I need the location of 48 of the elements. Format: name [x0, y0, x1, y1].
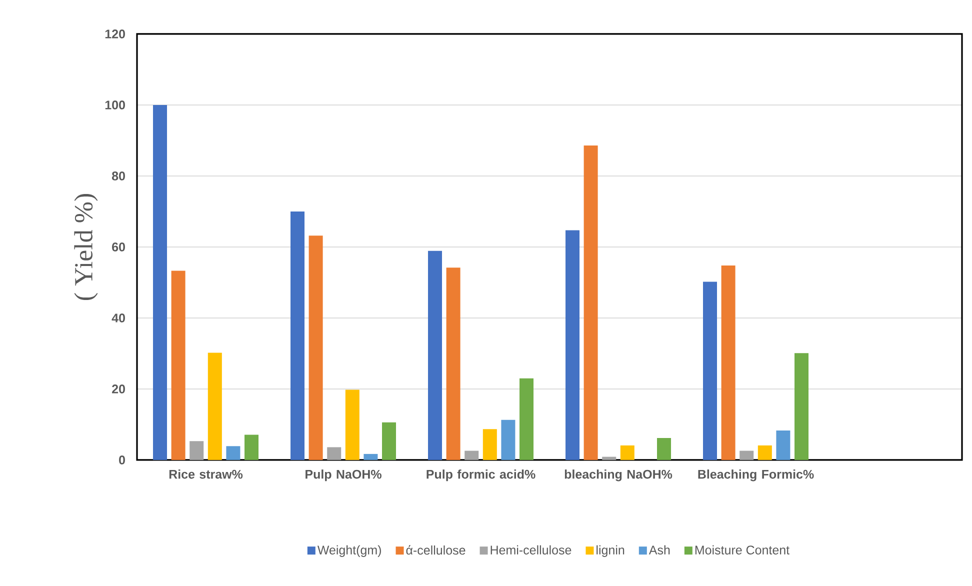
bar: [327, 447, 342, 460]
bar: [153, 104, 168, 460]
bar: [620, 445, 634, 460]
bar: [721, 265, 736, 460]
legend-label: Ash: [648, 545, 670, 554]
x-tick-label: Bleaching Formic%: [698, 470, 814, 482]
bar: [758, 445, 772, 460]
x-tick-label: Pulp NaOH%: [306, 470, 382, 482]
y-tick-label: 0: [119, 456, 125, 464]
x-tick-label: Pulp formic acid%: [426, 470, 536, 482]
legend-label: Hemi-cellulose: [490, 545, 572, 554]
bar: [657, 438, 672, 460]
bar: [428, 250, 442, 460]
y-tick-label: 80: [112, 172, 125, 180]
bar: [602, 456, 616, 460]
bar: [520, 378, 534, 460]
bar: [446, 268, 460, 460]
bar: [566, 230, 580, 460]
bar: [244, 434, 259, 460]
y-tick-label: 40: [112, 314, 125, 322]
y-axis-title: ( Yield %): [74, 194, 98, 300]
legend-label: Weight(gm): [317, 545, 381, 557]
bar: [290, 211, 305, 460]
bar: [345, 390, 360, 460]
bar: [776, 430, 790, 460]
bar: [501, 420, 516, 460]
bar: [364, 454, 378, 460]
legend-label: lignin: [596, 545, 624, 557]
bar: [308, 236, 323, 460]
bar: [226, 446, 240, 460]
x-tick-label: bleaching NaOH%: [564, 470, 672, 482]
bar: [208, 352, 222, 460]
bar: [703, 282, 718, 460]
bar: [171, 270, 186, 460]
bar: [584, 145, 598, 460]
y-tick-label: 60: [112, 242, 125, 252]
bar: [190, 441, 204, 460]
bar: [464, 450, 479, 460]
bar: [482, 429, 497, 460]
bar: [740, 450, 754, 460]
x-tick-label: Rice straw%: [169, 470, 243, 479]
bar: [794, 353, 809, 460]
legend-label: Moisture Content: [695, 545, 790, 554]
legend-label: ά-cellulose: [406, 545, 466, 555]
y-tick-label: 20: [112, 384, 125, 394]
y-tick-label: 120: [105, 30, 125, 38]
bar: [382, 422, 396, 460]
y-tick-label: 100: [105, 100, 125, 110]
